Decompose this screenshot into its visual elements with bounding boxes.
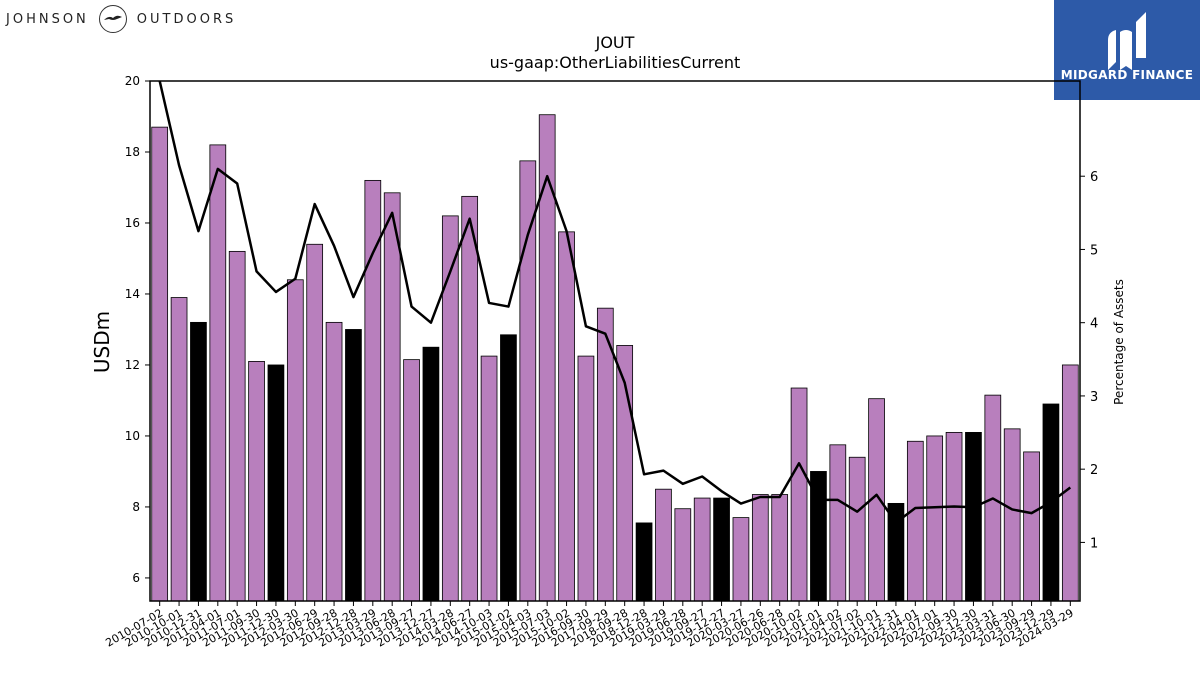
- bar: [190, 321, 207, 602]
- y2-tick-label: 6: [1090, 170, 1098, 185]
- bar: [1061, 364, 1079, 602]
- plot-frame: [149, 80, 1081, 602]
- y-tick-label: 16: [125, 216, 140, 230]
- midgard-finance-logo: MIDGARD FINANCE: [1054, 0, 1200, 100]
- y2-tick-label: 4: [1090, 317, 1098, 332]
- bar: [538, 114, 556, 602]
- bar: [655, 488, 672, 602]
- y2-tick-label: 1: [1090, 536, 1098, 551]
- y2-tick-label: 2: [1090, 463, 1098, 478]
- bar: [906, 440, 924, 602]
- bar: [286, 279, 304, 602]
- bar: [228, 250, 246, 602]
- bar: [771, 494, 789, 602]
- bar: [248, 361, 265, 602]
- brand-left-text: JOHNSON: [6, 11, 89, 27]
- bar: [461, 195, 479, 602]
- bar: [751, 494, 769, 602]
- percentage-line: [158, 80, 1072, 524]
- chart-subtitle: us-gaap:OtherLiabilitiesCurrent: [490, 53, 741, 72]
- bar: [403, 359, 420, 602]
- axes: 681012141618201234562010-07-022010-10-01…: [103, 74, 1098, 650]
- y2-tick-label: 5: [1090, 243, 1098, 258]
- y-tick-label: 10: [125, 429, 140, 443]
- bar: [577, 355, 595, 602]
- bar: [422, 346, 440, 602]
- bar: [325, 321, 343, 602]
- bar: [306, 243, 324, 602]
- bar: [732, 517, 750, 602]
- bar: [790, 387, 808, 602]
- bar: [170, 297, 188, 602]
- bar: [693, 497, 711, 602]
- bar: [829, 444, 847, 602]
- midgard-finance-text: MIDGARD FINANCE: [1060, 68, 1194, 82]
- bar: [926, 435, 944, 602]
- bar: [383, 192, 401, 602]
- bar: [1003, 428, 1021, 602]
- midgard-mark-icon: [1108, 12, 1146, 70]
- bar: [945, 431, 963, 602]
- brand-right-text: OUTDOORS: [136, 11, 237, 27]
- bar: [500, 334, 517, 602]
- bar: [965, 431, 982, 602]
- y-tick-label: 6: [132, 571, 140, 585]
- bar: [480, 355, 498, 602]
- y2-axis-label: Percentage of Assets: [1112, 279, 1126, 405]
- bar: [596, 307, 614, 602]
- bar: [151, 126, 169, 602]
- y-tick-label: 8: [132, 500, 140, 514]
- y2-tick-label: 3: [1090, 390, 1098, 405]
- bar: [635, 522, 653, 602]
- chart-title: JOUT: [595, 33, 635, 52]
- percentage-line-series: [158, 80, 1072, 524]
- y-axis-label: USDm: [90, 311, 114, 373]
- bar: [267, 364, 285, 602]
- bar: [848, 456, 866, 602]
- johnson-outdoors-logo: JOHNSON OUTDOORS: [6, 4, 236, 34]
- bar: [558, 231, 575, 602]
- brand-emblem-icon: [98, 5, 127, 33]
- bar: [674, 508, 692, 602]
- bar: [209, 144, 227, 602]
- bar: [1023, 451, 1040, 602]
- bar: [713, 497, 730, 602]
- y-tick-label: 20: [125, 74, 140, 88]
- bar: [519, 160, 537, 602]
- bar: [345, 329, 362, 602]
- y-tick-label: 12: [125, 358, 140, 372]
- y-tick-label: 18: [125, 145, 140, 159]
- y-tick-label: 14: [125, 287, 140, 301]
